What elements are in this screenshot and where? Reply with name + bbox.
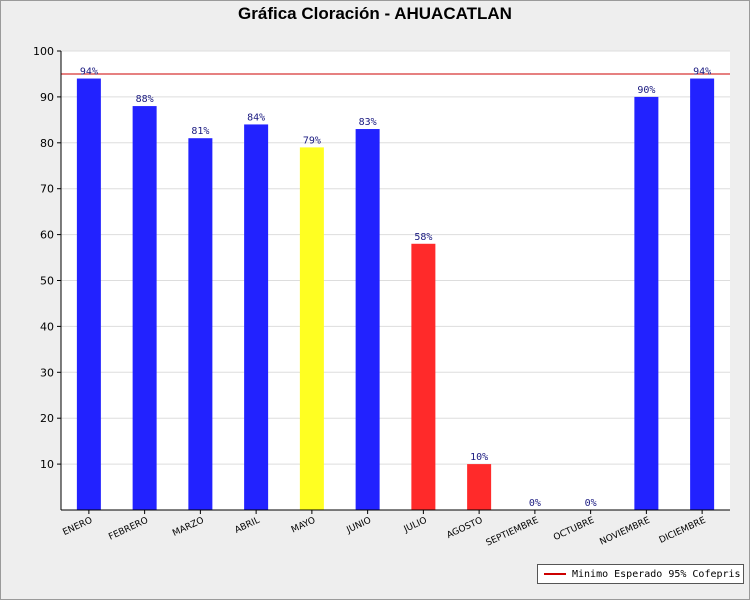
bar [188,138,213,510]
y-tick-label: 60 [40,229,54,242]
x-tick-label: SEPTIEMBRE [485,516,541,549]
bar [690,78,715,510]
x-tick-label: ENERO [61,516,94,538]
legend-label: Minimo Esperado 95% Cofepris [572,568,741,580]
data-label: 58% [414,232,432,243]
bar [355,129,380,510]
data-label: 0% [529,498,541,509]
data-label: 83% [359,117,377,128]
x-tick-label: MAYO [290,516,317,536]
y-tick-label: 10 [40,458,54,471]
data-label: 94% [693,67,711,78]
bar [132,106,157,510]
y-tick-label: 80 [40,137,54,150]
x-tick-label: JULIO [402,516,429,536]
y-tick-label: 70 [40,183,54,196]
data-label: 79% [303,135,321,146]
data-labels: 94% 88% 81% 84% 79% 83% 58% 10% 0% 0% 90% 94% [80,67,711,509]
bar [76,78,101,510]
bar [244,124,269,510]
bars [76,78,715,511]
x-tick-label: ABRIL [233,516,261,536]
y-tick-label: 100 [33,45,54,58]
x-tick-label: JUNIO [344,516,372,536]
grid-lines [61,50,730,465]
data-label: 81% [191,126,209,137]
data-label: 84% [247,112,265,123]
data-label: 10% [470,452,488,463]
bar [411,243,436,510]
x-tick-label: DICIEMBRE [658,516,708,546]
y-tick-label: 20 [40,412,54,425]
data-label: 0% [585,498,597,509]
bar [467,464,492,510]
data-label: 88% [136,94,154,105]
y-tick-label: 90 [40,91,54,104]
y-tick-label: 40 [40,320,54,333]
y-tick-label: 30 [40,366,54,379]
data-label: 94% [80,67,98,78]
legend-line-swatch [544,573,566,575]
x-tick-label: OCTUBRE [552,516,596,544]
x-tick-label: NOVIEMBRE [598,516,651,548]
x-tick-label: MARZO [171,516,206,539]
x-tick-label: FEBRERO [107,516,150,543]
bar [299,147,324,510]
chart-title: Gráfica Cloración - AHUACATLAN [238,4,512,23]
x-tick-label: AGOSTO [445,516,484,541]
bar [634,96,659,511]
legend: Minimo Esperado 95% Cofepris [537,564,744,584]
y-tick-label: 50 [40,275,54,288]
data-label: 90% [637,85,655,96]
